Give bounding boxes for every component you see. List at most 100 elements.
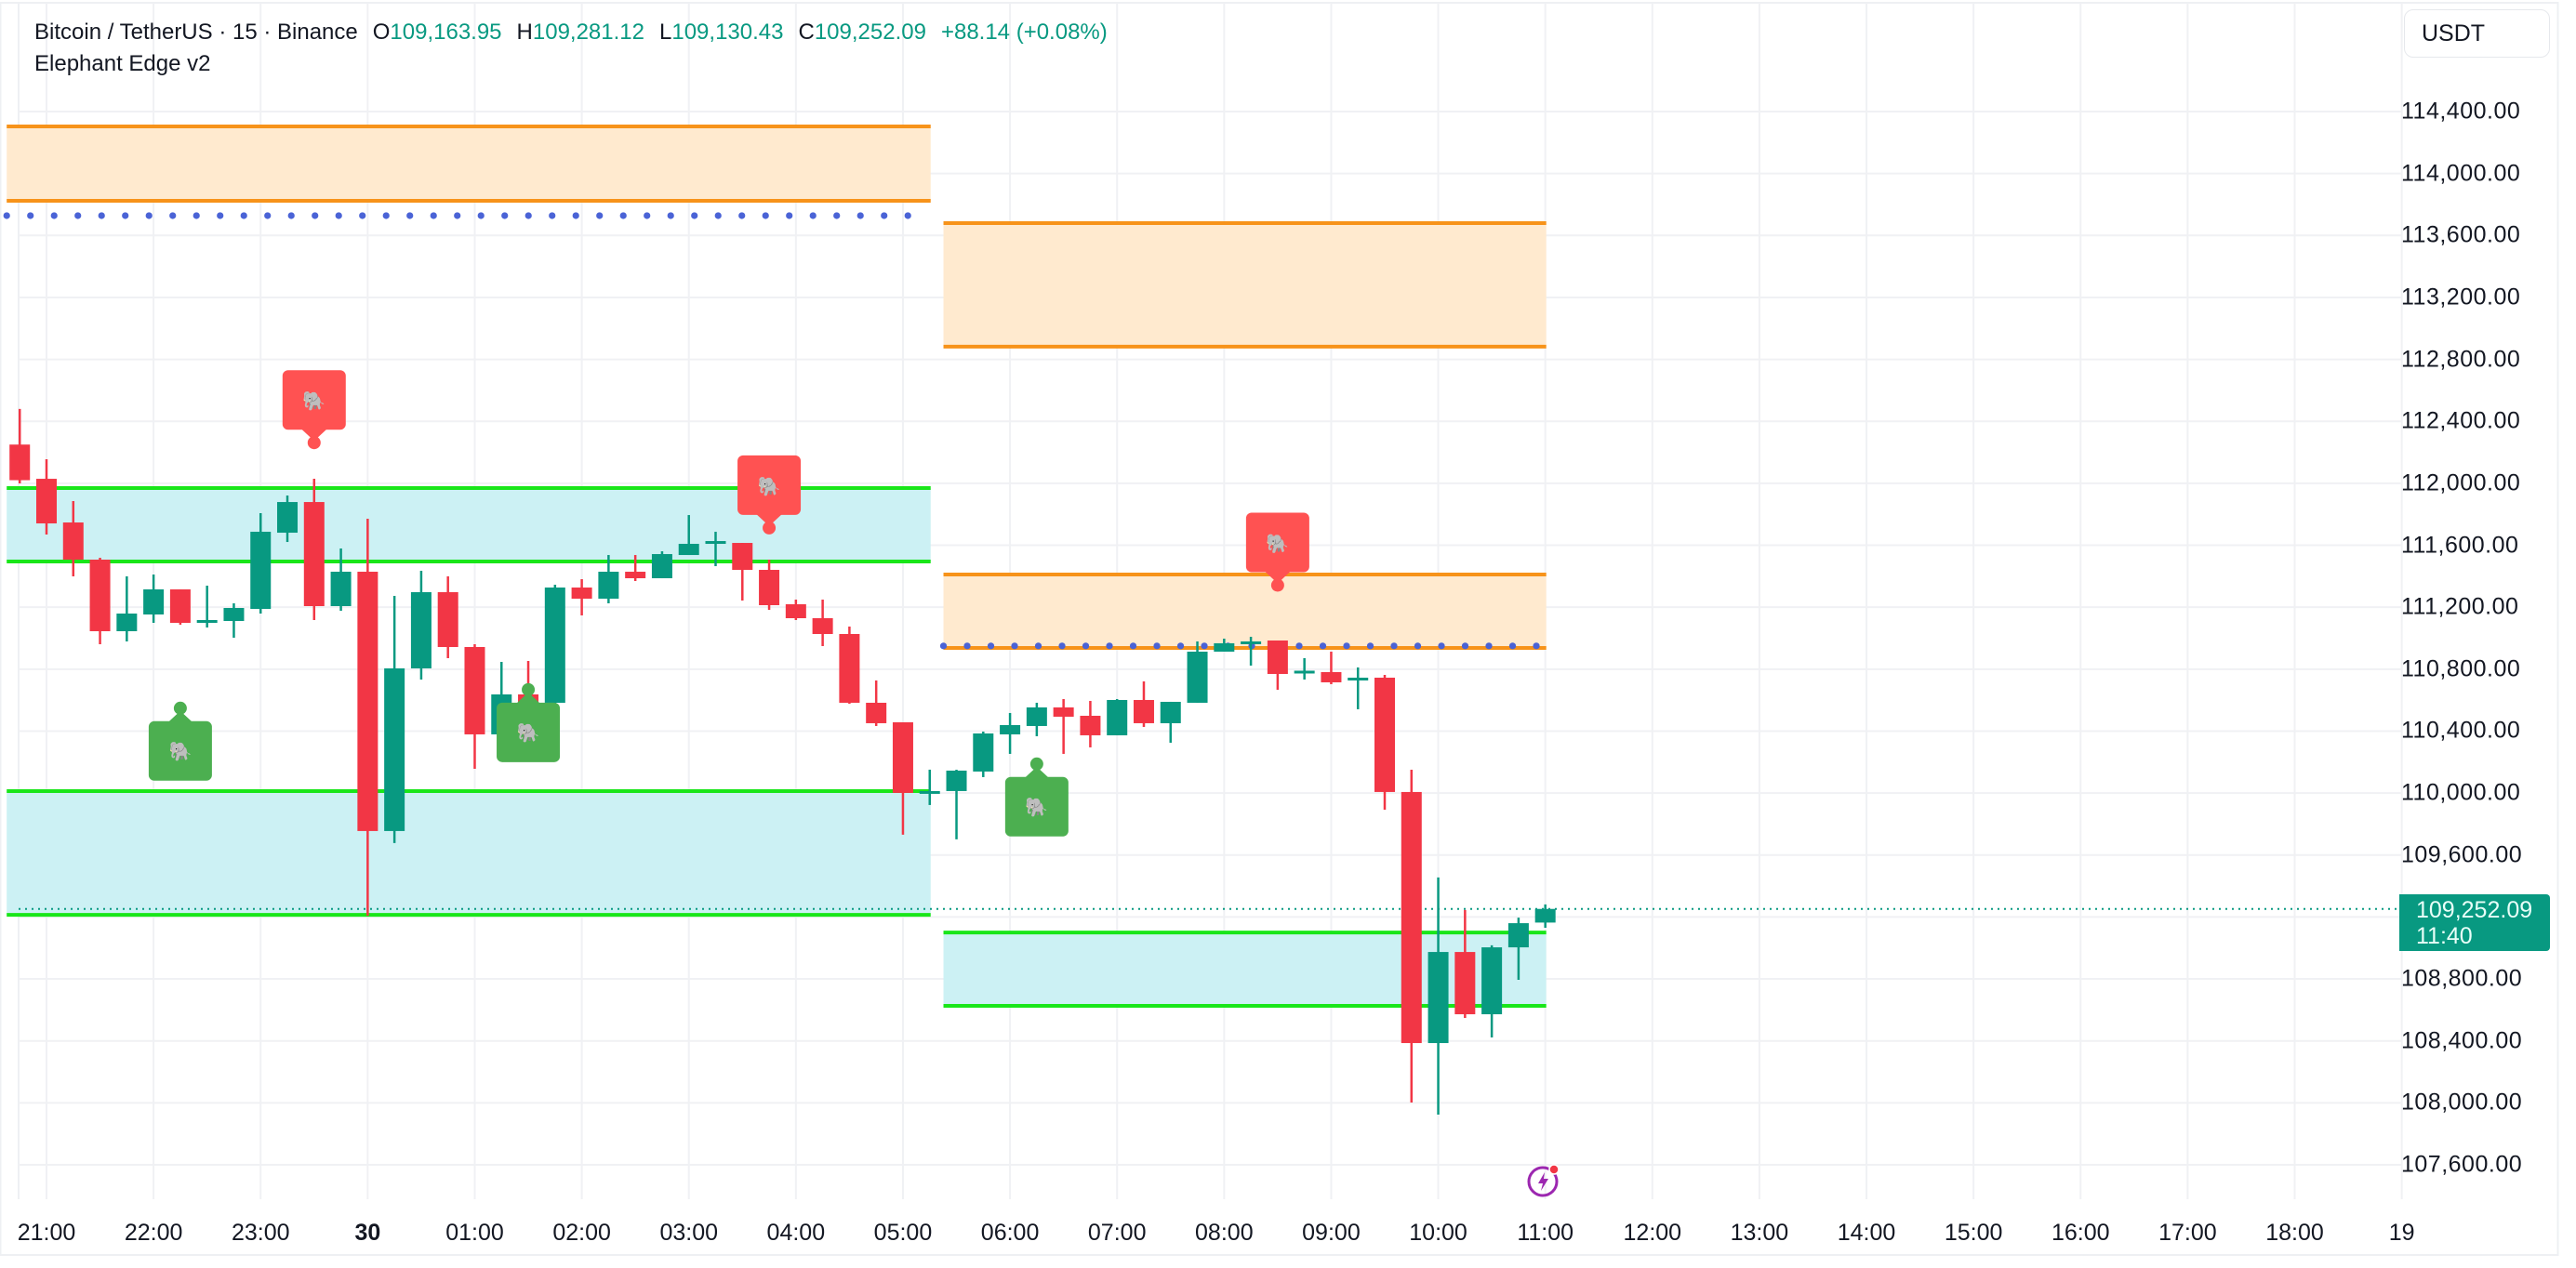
candle[interactable] xyxy=(1241,636,1262,666)
time-axis-label: 22:00 xyxy=(124,1220,183,1246)
candle[interactable] xyxy=(303,479,325,621)
candle[interactable] xyxy=(625,555,646,582)
candle[interactable] xyxy=(1133,680,1154,727)
candle[interactable] xyxy=(598,555,619,604)
candle[interactable] xyxy=(464,643,485,769)
candle[interactable] xyxy=(1267,640,1288,690)
time-axis-label: 10:00 xyxy=(1409,1220,1467,1246)
candle[interactable] xyxy=(1427,877,1449,1116)
candle[interactable] xyxy=(544,585,565,714)
supply-zone xyxy=(943,573,1547,650)
candle[interactable] xyxy=(1401,769,1422,1103)
price-axis-label: 109,600.00 xyxy=(2401,841,2523,868)
low-value: 109,130.43 xyxy=(671,20,784,45)
lightning-icon[interactable] xyxy=(1525,1162,1562,1199)
candle[interactable] xyxy=(89,558,111,644)
candle[interactable] xyxy=(571,579,592,616)
candle[interactable] xyxy=(196,586,218,628)
candle[interactable] xyxy=(437,576,458,658)
candle[interactable] xyxy=(143,575,165,624)
candle[interactable] xyxy=(223,603,245,638)
candle[interactable] xyxy=(277,495,299,543)
open-value: 109,163.95 xyxy=(390,20,502,45)
time-axis-label: 16:00 xyxy=(2051,1220,2110,1246)
price-axis-label: 110,800.00 xyxy=(2401,655,2521,682)
chart-legend: Bitcoin / TetherUS · 15 · Binance O 109,1… xyxy=(34,17,1108,80)
candle[interactable] xyxy=(169,589,191,626)
candle[interactable] xyxy=(357,519,378,917)
symbol-title[interactable]: Bitcoin / TetherUS · 15 · Binance xyxy=(34,20,358,45)
candle[interactable] xyxy=(1374,674,1395,810)
price-axis-label: 108,800.00 xyxy=(2401,965,2523,992)
supply-zone xyxy=(943,220,1547,349)
candle[interactable] xyxy=(785,600,806,621)
price-axis-label: 110,400.00 xyxy=(2401,717,2521,744)
candle[interactable] xyxy=(62,501,84,577)
candle[interactable] xyxy=(384,596,405,843)
bull-signal-marker[interactable]: 🐘 xyxy=(497,682,561,762)
candle[interactable] xyxy=(1080,700,1101,747)
candle[interactable] xyxy=(1534,904,1556,928)
candle[interactable] xyxy=(678,515,699,556)
candle[interactable] xyxy=(1214,638,1235,652)
currency-label: USDT xyxy=(2422,20,2486,46)
candle[interactable] xyxy=(973,731,994,777)
price-axis-label: 108,000.00 xyxy=(2401,1089,2523,1116)
candle[interactable] xyxy=(1026,702,1047,736)
indicator-title[interactable]: Elephant Edge v2 xyxy=(34,51,211,76)
bull-signal-marker[interactable]: 🐘 xyxy=(1004,757,1069,837)
bar-countdown: 11:40 xyxy=(2416,923,2473,949)
candle[interactable] xyxy=(919,769,940,805)
candle[interactable] xyxy=(330,548,352,612)
candle[interactable] xyxy=(812,600,833,646)
candle[interactable] xyxy=(1053,698,1074,754)
price-axis-label: 111,600.00 xyxy=(2401,532,2519,559)
candle[interactable] xyxy=(1348,667,1369,709)
candle[interactable] xyxy=(1107,698,1128,735)
candle[interactable] xyxy=(1160,701,1181,743)
low-label: L xyxy=(659,20,672,45)
candle[interactable] xyxy=(732,543,753,601)
candle[interactable] xyxy=(1321,651,1342,684)
open-label: O xyxy=(372,20,391,45)
high-value: 109,281.12 xyxy=(532,20,644,45)
currency-button[interactable]: USDT xyxy=(2404,9,2550,58)
time-axis-label: 13:00 xyxy=(1730,1220,1789,1246)
time-axis-label: 18:00 xyxy=(2265,1220,2324,1246)
candle[interactable] xyxy=(946,769,967,839)
candle[interactable] xyxy=(1481,944,1503,1038)
candle[interactable] xyxy=(892,721,913,835)
price-axis-label: 108,400.00 xyxy=(2401,1027,2523,1054)
candle[interactable] xyxy=(250,513,272,614)
candle[interactable] xyxy=(1000,712,1021,754)
candle[interactable] xyxy=(705,532,726,567)
close-label: C xyxy=(798,20,815,45)
candle[interactable] xyxy=(410,571,432,680)
time-axis-label: 11:00 xyxy=(1517,1220,1574,1246)
candle[interactable] xyxy=(36,459,57,535)
signal-markers: 🐘 🐘 🐘 🐘 🐘 🐘 xyxy=(148,370,1309,837)
bear-signal-marker[interactable]: 🐘 xyxy=(282,370,346,450)
bull-signal-marker[interactable]: 🐘 xyxy=(148,701,212,781)
price-axis-label: 111,200.00 xyxy=(2401,593,2519,620)
time-axis-label: 23:00 xyxy=(231,1220,290,1246)
candle[interactable] xyxy=(839,627,860,704)
candle[interactable] xyxy=(1454,909,1476,1019)
candle[interactable] xyxy=(116,576,138,641)
candle[interactable] xyxy=(866,680,887,726)
candles xyxy=(9,408,1556,1116)
bear-signal-marker[interactable]: 🐘 xyxy=(737,455,802,535)
indicator-row: Elephant Edge v2 xyxy=(34,48,1108,80)
elephant-icon: 🐘 xyxy=(517,722,540,744)
candle[interactable] xyxy=(1187,641,1208,703)
candle[interactable] xyxy=(9,408,31,484)
bear-signal-marker[interactable]: 🐘 xyxy=(1245,512,1309,592)
candle[interactable] xyxy=(759,560,780,611)
time-axis-label: 06:00 xyxy=(980,1220,1040,1246)
time-axis-label: 21:00 xyxy=(17,1220,76,1246)
candle[interactable] xyxy=(1294,657,1315,680)
candle[interactable] xyxy=(651,551,672,579)
candle[interactable] xyxy=(1507,918,1529,981)
